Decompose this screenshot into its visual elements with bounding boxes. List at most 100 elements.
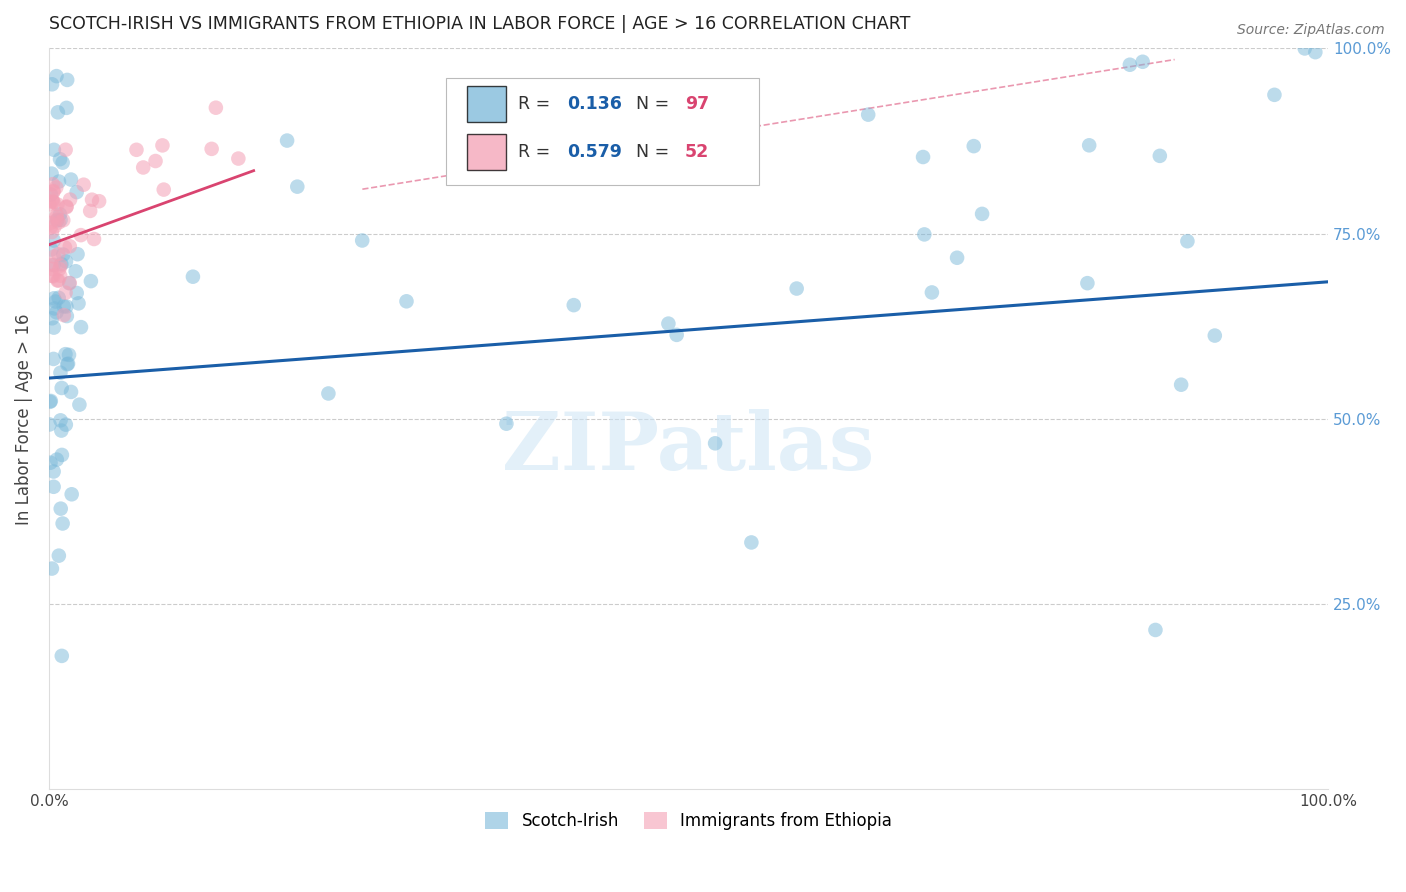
Point [912,150,935,164]
Point [1144,623,1167,637]
Point [276,134,298,148]
Point [80,274,103,288]
Point [41,268,63,283]
Point [44,219,66,234]
Point [181,269,204,284]
Text: N =: N = [636,95,675,113]
Point [46,247,69,261]
Point [145,154,167,169]
Point [52,213,75,227]
Point [42,185,65,199]
Point [49,268,72,283]
Point [42,194,65,209]
Point [39,456,62,470]
Point [1170,377,1192,392]
Point [59,276,82,290]
Point [41,561,63,575]
Point [51,648,73,663]
Point [60,487,83,501]
FancyBboxPatch shape [467,87,506,122]
Point [55,417,77,432]
Point [41,78,63,92]
Point [49,501,72,516]
Point [49,366,72,380]
Point [1119,58,1142,72]
Point [52,300,75,314]
Point [41,261,63,276]
Point [1132,54,1154,69]
Text: 0.579: 0.579 [567,143,621,161]
Point [856,108,879,122]
Point [41,311,63,326]
Text: 97: 97 [685,95,709,113]
Point [205,101,228,115]
Point [44,294,66,309]
Point [46,105,69,120]
Point [42,195,65,210]
Point [87,194,110,209]
Point [972,207,994,221]
Point [58,348,80,362]
Point [704,436,727,450]
Point [66,285,89,300]
Point [48,549,70,563]
Point [44,301,66,316]
Point [740,535,762,549]
Point [55,285,77,300]
Point [41,225,63,239]
Point [52,516,75,531]
Point [39,187,62,202]
Point [52,155,75,169]
Point [70,228,93,243]
Point [48,291,70,305]
Point [46,197,69,211]
Point [56,357,79,371]
Point [41,194,63,208]
Point [1177,234,1199,248]
Text: ZIPatlas: ZIPatlas [502,409,875,487]
Point [39,216,62,230]
Point [395,294,418,309]
Point [55,199,77,213]
Point [495,417,517,431]
Point [912,227,935,242]
Point [921,285,943,300]
Point [51,381,73,395]
FancyBboxPatch shape [467,134,506,169]
Point [42,351,65,366]
Point [1294,41,1316,55]
Point [59,239,82,253]
Point [45,452,67,467]
Point [55,200,77,214]
Point [51,424,73,438]
Point [41,243,63,257]
Point [125,143,148,157]
Text: SCOTCH-IRISH VS IMMIGRANTS FROM ETHIOPIA IN LABOR FORCE | AGE > 16 CORRELATION C: SCOTCH-IRISH VS IMMIGRANTS FROM ETHIOPIA… [49,15,910,33]
Point [80,193,103,207]
Point [52,247,75,261]
Point [1149,149,1171,163]
Text: 0.136: 0.136 [567,95,621,113]
Point [73,178,96,192]
FancyBboxPatch shape [446,78,759,186]
Point [42,320,65,334]
Point [49,152,72,166]
Point [42,269,65,284]
Point [55,347,77,361]
Point [1204,328,1226,343]
Point [665,327,688,342]
Point [152,183,174,197]
Point [49,213,72,227]
Point [48,262,70,277]
Point [67,398,90,412]
Point [152,138,174,153]
Point [42,184,65,198]
Point [55,101,77,115]
Point [49,207,72,221]
Point [79,203,101,218]
Point [786,281,808,295]
Point [45,69,67,83]
Point [65,264,87,278]
Point [562,298,585,312]
Point [318,386,340,401]
